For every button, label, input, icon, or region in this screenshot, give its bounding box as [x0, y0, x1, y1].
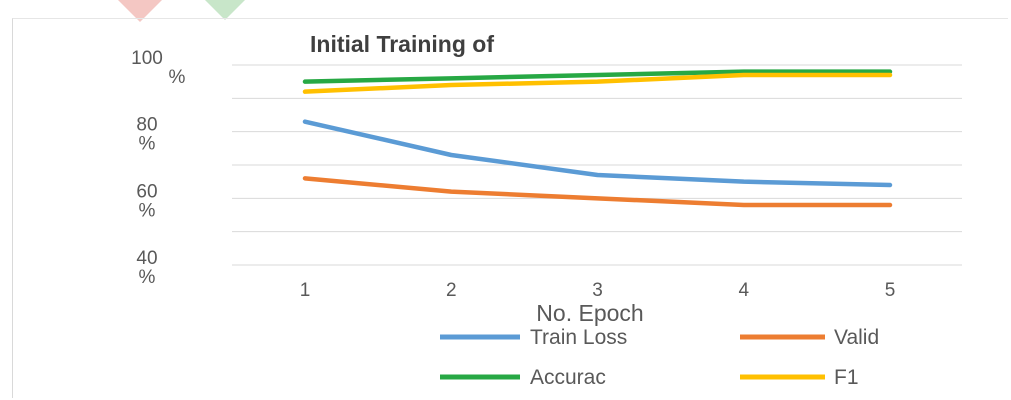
legend-label-valid: Valid — [834, 326, 879, 349]
red-decoration — [118, 0, 162, 22]
y-tick-percent: % — [139, 134, 156, 155]
y-tick-label: 40% — [136, 248, 157, 288]
series-line-f1 — [302, 72, 893, 94]
gridlines — [232, 64, 962, 266]
series-line-train-loss — [302, 119, 893, 188]
legend-label-accurac: Accurac — [530, 366, 606, 389]
x-tick-label: 2 — [446, 280, 457, 301]
y-tick-value: 60 — [136, 181, 157, 202]
x-axis-label: No. Epoch — [536, 300, 643, 326]
chart-frame — [12, 18, 1008, 398]
y-axis-ticks: 100%80 %60 %40% — [131, 48, 185, 288]
y-tick-value: 80 — [136, 115, 157, 136]
green-decoration — [205, 0, 245, 20]
y-tick-label: 60% — [136, 181, 157, 221]
x-tick-label: 4 — [738, 280, 749, 301]
series-line-accurac — [302, 69, 893, 84]
x-tick-label: 3 — [592, 280, 603, 301]
legend: Train Loss Valid Accurac F1 — [440, 326, 879, 389]
y-tick-percent: % — [139, 200, 156, 221]
legend-label-f1: F1 — [834, 366, 859, 389]
series-lines — [302, 69, 893, 208]
series-line-valid — [302, 176, 893, 208]
chart-title: Initial Training of — [310, 31, 494, 57]
y-tick-value: 100 — [131, 48, 163, 69]
y-tick-percent: % — [169, 67, 186, 88]
x-tick-label: 1 — [300, 280, 311, 301]
y-tick-value: 40 — [136, 248, 157, 269]
x-axis-ticks: 1 2 3 4 5 — [300, 280, 896, 301]
x-tick-label: 5 — [885, 280, 896, 301]
y-tick-label: 80% — [136, 115, 157, 155]
legend-label-train-loss: Train Loss — [530, 326, 627, 349]
y-tick-percent: % — [139, 267, 156, 288]
y-tick-label: 100% — [131, 48, 185, 88]
